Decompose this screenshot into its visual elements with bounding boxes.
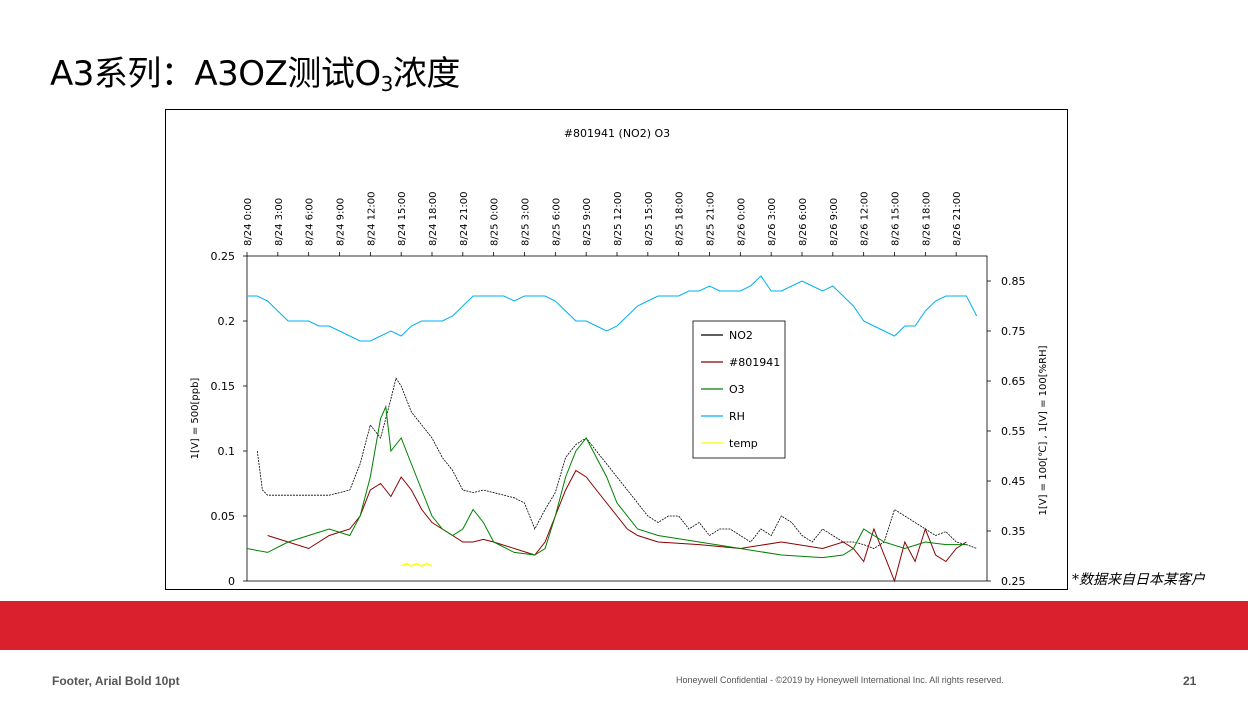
x-tick-label: 8/24 6:00	[305, 198, 316, 246]
x-tick-label: 8/25 15:00	[644, 192, 655, 246]
y-tick-label: 0.2	[218, 315, 236, 328]
plot-area	[246, 255, 988, 582]
plot-layer: 0.25 0.2 0.15 0.1 0.05 0 0.85 0.75 0.65 0.55 0.45 0…	[190, 192, 1049, 588]
legend-label-no2: NO2	[729, 329, 753, 342]
y-tick-label: 0.05	[211, 510, 236, 523]
x-tick-label: 8/25 9:00	[582, 198, 593, 246]
footer-confidential: Honeywell Confidential - ©2019 by Honeyw…	[676, 675, 1004, 685]
x-tick-label: 8/26 3:00	[767, 198, 778, 246]
y-axis-label: 1[V] = 500[ppb]	[190, 378, 201, 460]
slide-title-subscript: 3	[380, 72, 394, 96]
series-801941-line	[267, 469, 967, 583]
x-tick-label: 8/24 0:00	[243, 198, 254, 246]
slide-title-end: 浓度	[392, 54, 461, 94]
y2-axis-label: 1[V] = 100[℃] , 1[V] = 100[%RH]	[1038, 345, 1049, 515]
y2-tick-label: 0.35	[1001, 525, 1026, 538]
x-tick-label: 8/25 18:00	[675, 192, 686, 246]
x-tick-label: 8/24 18:00	[428, 192, 439, 246]
page-number: 21	[1183, 674, 1197, 688]
x-tick-label: 8/26 0:00	[736, 198, 747, 246]
x-tick-label: 8/26 12:00	[860, 192, 871, 246]
x-tick-label: 8/24 3:00	[274, 198, 285, 246]
x-tick-label: 8/25 12:00	[613, 192, 624, 246]
x-tick-label: 8/25 6:00	[551, 198, 562, 246]
series-rh-line	[247, 275, 978, 342]
x-tick-label: 8/24 21:00	[459, 192, 470, 246]
source-note: *数据来自日本某客户	[1072, 572, 1205, 588]
slide-title: A3系列：A3OZ测试O3浓度	[50, 46, 460, 96]
y2-tick-label: 0.65	[1001, 375, 1026, 388]
x-tick-label: 8/26 18:00	[921, 192, 932, 246]
slide-title-main: A3系列：A3OZ测试O	[50, 54, 381, 94]
y2-tick-label: 0.25	[1001, 575, 1026, 588]
chart-title: #801941 (NO2) O3	[564, 127, 670, 140]
series-o3-line	[246, 404, 967, 559]
y-tick-label: 0.15	[211, 380, 236, 393]
chart-frame: #801941 (NO2) O3 0.25 0.2 0.15 0.1 0.05 0 0.85…	[165, 109, 1068, 590]
x-tick-label: 8/25 21:00	[706, 192, 717, 246]
y2-tick-label: 0.45	[1001, 475, 1026, 488]
series-temp-line	[400, 562, 433, 567]
y-tick-label: 0.1	[218, 445, 236, 458]
legend-label-rh: RH	[729, 410, 745, 423]
footer-left: Footer, Arial Bold 10pt	[52, 674, 180, 688]
x-tick-label: 8/26 21:00	[952, 192, 963, 246]
chart-svg: #801941 (NO2) O3 0.25 0.2 0.15 0.1 0.05 0 0.85…	[190, 127, 1049, 588]
legend-label-o3: O3	[729, 383, 745, 396]
x-tick-label: 8/24 15:00	[397, 192, 408, 246]
x-tick-label: 8/25 0:00	[490, 198, 501, 246]
x-tick-label: 8/24 9:00	[336, 198, 347, 246]
footer-band	[0, 601, 1248, 650]
x-tick-label: 8/24 12:00	[366, 192, 377, 246]
x-tick-label: 8/26 6:00	[798, 198, 809, 246]
legend-label-temp: temp	[729, 437, 758, 450]
y-tick-label: 0.25	[211, 250, 236, 263]
x-tick-label: 8/25 3:00	[521, 198, 532, 246]
series-no2-line	[256, 377, 977, 549]
y-tick-label: 0	[228, 575, 235, 588]
y2-tick-label: 0.55	[1001, 425, 1026, 438]
y2-tick-label: 0.85	[1001, 275, 1026, 288]
legend-label-801941: #801941	[729, 356, 780, 369]
x-tick-label: 8/26 15:00	[891, 192, 902, 246]
y2-tick-label: 0.75	[1001, 325, 1026, 338]
x-tick-label: 8/26 9:00	[829, 198, 840, 246]
